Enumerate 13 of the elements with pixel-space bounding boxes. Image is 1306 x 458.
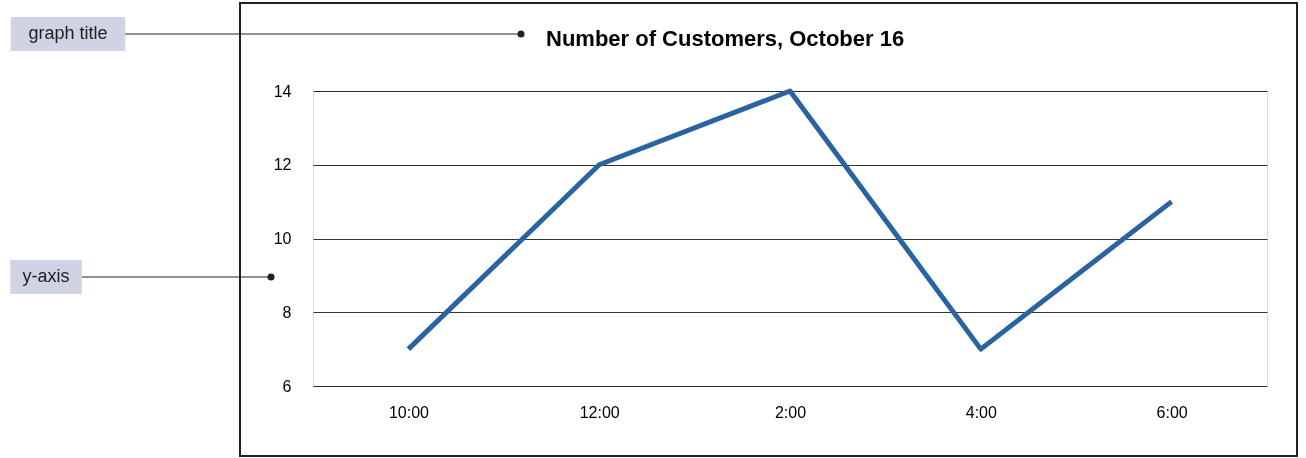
text: graph title — [28, 23, 108, 43]
y-tick-label: 8 — [282, 303, 292, 321]
y-tick-label: 14 — [273, 82, 292, 100]
x-tick-label: 12:00 — [579, 403, 620, 421]
x-tick-label: 2:00 — [774, 403, 807, 421]
text: y-axis — [22, 266, 70, 286]
x-tick-label: 4:00 — [965, 403, 997, 421]
y-tick-label: 12 — [273, 156, 292, 174]
y-tick-label: 6 — [282, 377, 292, 395]
y-tick-label: 10 — [273, 230, 292, 247]
x-tick-label: 10:00 — [388, 403, 430, 421]
x-tick-label: 6:00 — [1156, 403, 1188, 421]
chart-title: Number of Customers, October 16 — [546, 26, 905, 51]
